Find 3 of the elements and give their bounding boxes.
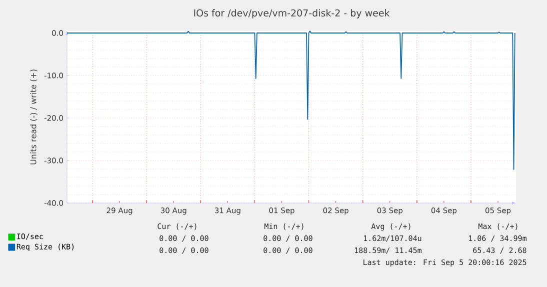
line-series [66, 30, 516, 170]
chart-title: IOs for /dev/pve/vm-207-disk-2 - by week [194, 9, 390, 18]
y-axis-title: Units read (-) / write (+) [30, 70, 38, 164]
